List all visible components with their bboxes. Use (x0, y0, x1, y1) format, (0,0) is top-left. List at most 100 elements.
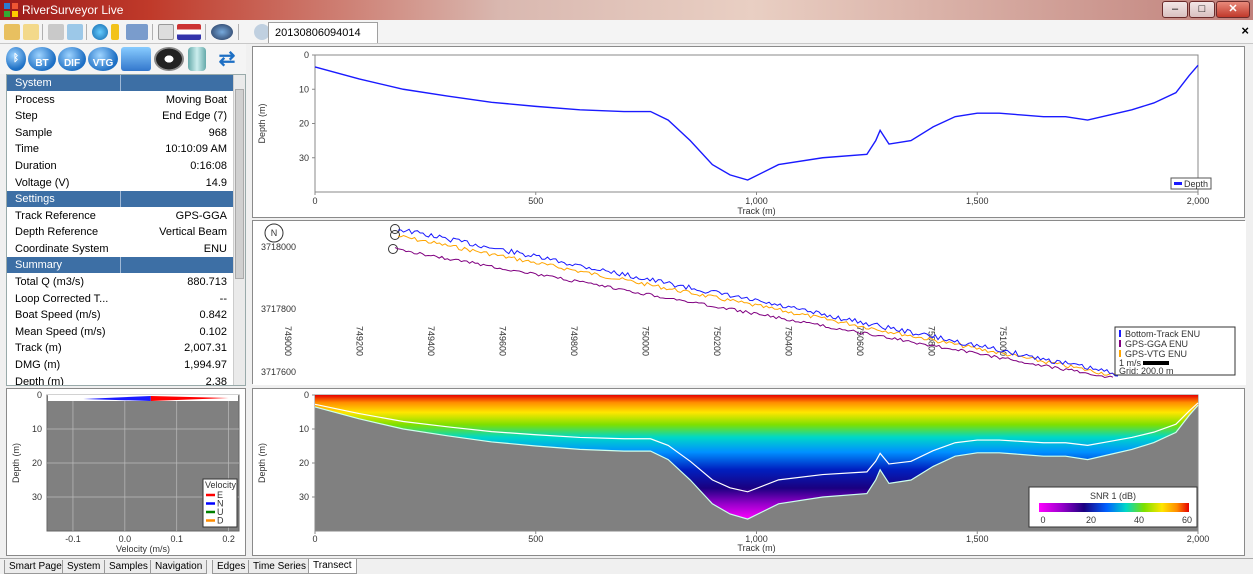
property-row[interactable]: Track (m) 2,007.31 (7, 340, 235, 357)
property-row[interactable]: Depth Reference Vertical Beam (7, 224, 235, 241)
colorbar-gradient (1039, 503, 1189, 512)
y-tick-label: 0 (37, 390, 42, 400)
property-key: DMG (m) (15, 358, 61, 371)
property-value: 2.38 (205, 375, 227, 386)
app-logo-icon (4, 3, 18, 17)
close-button[interactable]: ✕ (1216, 1, 1250, 18)
vtg-icon[interactable]: VTG (88, 47, 118, 71)
x-tick-label: 500 (528, 196, 543, 206)
new-folder-icon[interactable] (23, 24, 39, 40)
y-axis-label: Depth (m) (11, 443, 21, 483)
table-icon[interactable] (67, 24, 83, 40)
property-row[interactable]: Boat Speed (m/s) 0.842 (7, 307, 235, 324)
property-row[interactable]: Process Moving Boat (7, 92, 235, 109)
maximize-button[interactable]: □ (1189, 1, 1215, 18)
open-folder-icon[interactable] (4, 24, 20, 40)
north-arrow-icon (264, 223, 284, 243)
notes-icon[interactable] (158, 24, 174, 40)
property-value: 0:16:08 (190, 159, 227, 172)
property-row[interactable]: Depth (m) 2.38 (7, 374, 235, 386)
legend-label: N (217, 499, 224, 509)
property-key: Depth Reference (15, 226, 99, 239)
x-tick-label: 750200 (712, 326, 722, 356)
tools-icon[interactable] (48, 24, 64, 40)
bottom-tab-edges[interactable]: Edges (212, 560, 251, 574)
property-row[interactable]: Mean Speed (m/s) 0.102 (7, 324, 235, 341)
property-row[interactable]: Track Reference GPS-GGA (7, 208, 235, 225)
bluetooth-icon[interactable]: ᛒ (6, 47, 26, 71)
property-row[interactable]: Total Q (m3/s) 880.713 (7, 274, 235, 291)
property-key: Track Reference (15, 209, 96, 222)
bt-icon[interactable]: BT (28, 47, 56, 71)
bottom-tab-navigation[interactable]: Navigation (150, 560, 208, 574)
scrollbar-thumb[interactable] (235, 89, 244, 279)
close-document-icon[interactable]: × (1241, 23, 1249, 38)
legend-title: Velocity (205, 480, 237, 490)
property-value: GPS-GGA (175, 209, 227, 222)
globe-icon[interactable] (92, 24, 108, 40)
bottom-track-track (397, 228, 1119, 377)
property-key: Boat Speed (m/s) (15, 309, 101, 322)
property-value: 14.9 (205, 176, 227, 189)
depth-series-line (314, 64, 1199, 181)
section-header[interactable]: Settings (7, 191, 235, 208)
property-row[interactable]: Voltage (V) 14.9 (7, 175, 235, 192)
property-row[interactable]: DMG (m) 1,994.97 (7, 357, 235, 374)
bottom-tab-transect[interactable]: Transect (308, 559, 357, 574)
track-plot: 3718000 3717800 3717600 749000 749200 749400 7… (252, 220, 1246, 385)
y-tick-label: 30 (32, 492, 42, 502)
y-tick-label: 3717800 (261, 304, 296, 314)
section-header-label: Summary (15, 259, 63, 272)
x-tick-label: 1,000 (745, 534, 768, 544)
properties-panel: System Process Moving Boat Step End Edge (7)… (6, 74, 246, 386)
start-marker (390, 230, 400, 240)
mode-icon-bar: ᛒ BT DIF VTG ⇄ (0, 44, 246, 74)
property-key: Total Q (m3/s) (15, 275, 85, 288)
bottom-tab-samples[interactable]: Samples (104, 560, 153, 574)
bottom-tab-system[interactable]: System (62, 560, 106, 574)
x-tick-label: 0.2 (222, 534, 235, 544)
colorbar-tick-label: 60 (1182, 515, 1192, 525)
section-header[interactable]: System (7, 75, 235, 91)
property-value: 10:10:09 AM (165, 143, 227, 156)
compass-dropdown-icon[interactable] (126, 24, 148, 40)
plot-area (253, 221, 1246, 385)
refresh-icon[interactable]: ⇄ (218, 48, 236, 70)
scale-bar (1143, 361, 1169, 365)
x-tick-label: 751000 (998, 326, 1008, 356)
reel-icon[interactable] (154, 47, 184, 71)
dif-icon[interactable]: DIF (58, 47, 86, 71)
property-key: Coordinate System (15, 242, 109, 255)
minimize-button[interactable]: – (1162, 1, 1188, 18)
map-icon[interactable] (121, 47, 151, 71)
colorbar-title: SNR 1 (dB) (1090, 491, 1136, 501)
property-row[interactable]: Loop Corrected T... -- (7, 291, 235, 308)
panel-scrollbar[interactable] (233, 75, 245, 385)
property-value: 2,007.31 (184, 342, 227, 355)
y-tick-label: 10 (299, 84, 309, 94)
y-tick-label: 10 (299, 424, 309, 434)
plot-area (314, 54, 1199, 193)
help-dropdown-icon[interactable] (211, 24, 233, 40)
property-row[interactable]: Time 10:10:09 AM (7, 141, 235, 158)
property-row[interactable]: Sample 968 (7, 125, 235, 142)
x-axis-label: Track (m) (737, 543, 775, 553)
bottom-tab-time-series[interactable]: Time Series (248, 560, 311, 574)
battery-icon[interactable] (111, 24, 119, 40)
depth-chart: 0 10 20 30 0 500 1,000 1,500 2,000 Track (m) Depth… (252, 46, 1245, 218)
flag-dropdown-icon[interactable] (177, 24, 201, 40)
property-row[interactable]: Step End Edge (7) (7, 108, 235, 125)
property-row[interactable]: Duration 0:16:08 (7, 158, 235, 175)
document-tab[interactable]: 20130806094014 (268, 22, 378, 43)
property-key: Sample (15, 126, 53, 139)
x-tick-label: 749800 (569, 326, 579, 356)
property-key: Depth (m) (15, 375, 64, 386)
colorbar-tick-label: 40 (1134, 515, 1144, 525)
property-key: Loop Corrected T... (15, 292, 109, 305)
cylinder-icon[interactable] (188, 47, 206, 71)
section-header[interactable]: Summary (7, 257, 235, 274)
x-tick-label: 0 (312, 534, 317, 544)
bottom-tab-smart-page[interactable]: Smart Page (4, 560, 67, 574)
x-tick-label: 749600 (498, 326, 508, 356)
property-row[interactable]: Coordinate System ENU (7, 241, 235, 258)
